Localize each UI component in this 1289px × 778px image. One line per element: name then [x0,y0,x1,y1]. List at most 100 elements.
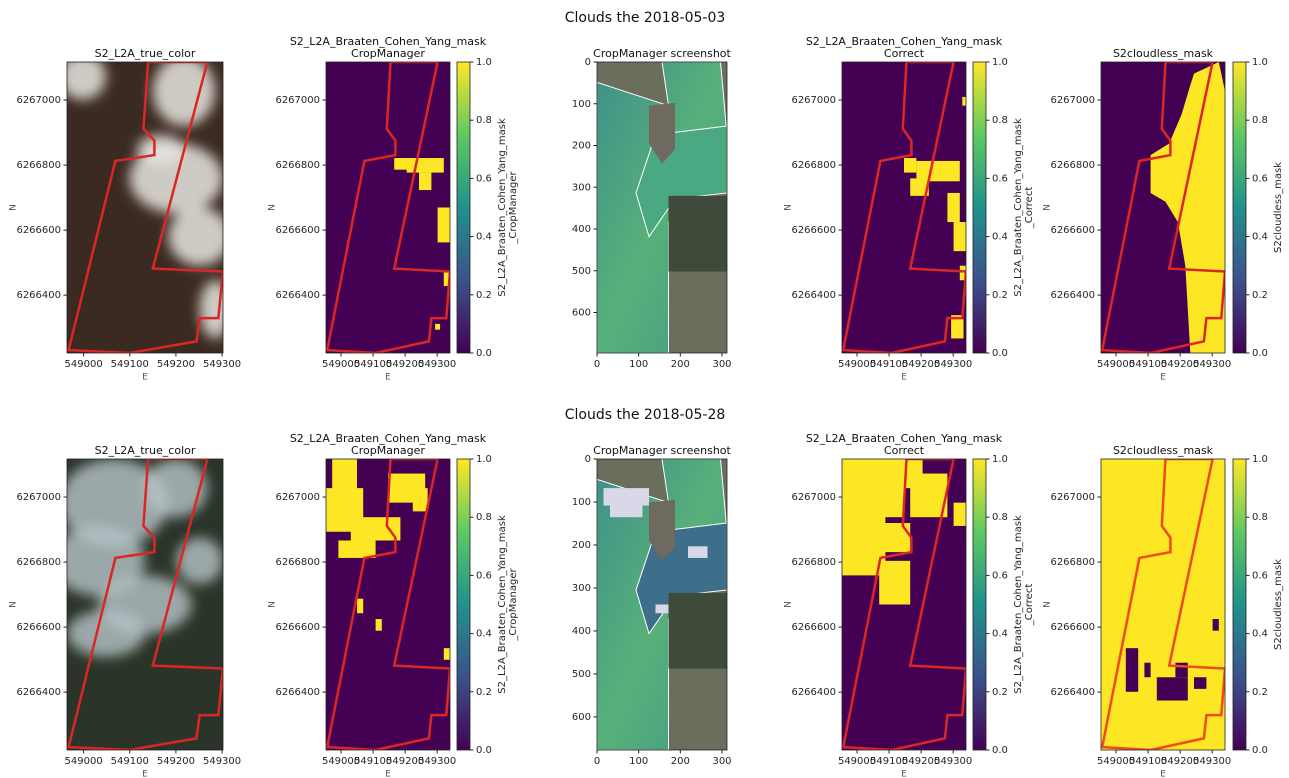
y-tick-label: 6267000 [275,95,320,106]
axes-frame [1100,458,1226,751]
colorbar-tick-label: 0.8 [992,512,1008,523]
x-axis-label: E [142,373,148,383]
colorbar-tick-label: 0.0 [476,745,492,756]
colorbar-tick-label: 0.6 [1252,173,1268,184]
colorbar-tick-label: 0.0 [992,348,1008,359]
mask-patch [435,323,441,330]
mask-patch [953,502,966,526]
cloud [145,459,208,518]
x-tick-label: 200 [671,359,690,370]
x-tick-label: 549000 [838,359,876,370]
y-tick-label: 6267000 [1050,95,1095,106]
mask-patch [437,207,450,243]
y-tick-label: 400 [572,224,591,235]
y-tick-label: 300 [572,182,591,193]
y-tick-label: 6266400 [1050,687,1095,698]
panel: 0 100 200 300 0 100 200 300 400 500 600 CropManager… [572,47,732,370]
colorbar-tick-label: 0.4 [1252,629,1268,640]
axes-frame [596,458,728,751]
image [597,459,727,750]
x-tick-label: 100 [629,756,648,767]
mask-patch [688,546,708,558]
colorbar-tick-label: 1.0 [992,454,1008,465]
y-tick-label: 6267000 [791,492,836,503]
panel: 5490005491005492005493006266400626660062… [784,35,1036,383]
x-tick-label: 549200 [902,359,940,370]
colorbar [456,61,471,354]
mask-patch [916,160,960,182]
y-tick-label: 6266600 [791,225,836,236]
y-tick-label: 6266800 [16,557,61,568]
mask-patch [394,158,410,170]
colorbar-tick-label: 0.2 [992,290,1008,301]
panel-title: S2cloudless_mask [1113,47,1214,60]
field-boundary [326,62,450,353]
x-tick-label: 100 [629,359,648,370]
colorbar-tick-label: 1.0 [1252,57,1268,68]
panel: 5490005491005492005493006266400626660062… [1043,47,1285,383]
image [326,62,450,353]
colorbar-tick-label: 1.0 [476,57,492,68]
y-tick-label: 6266800 [1050,557,1095,568]
colorbar-tick-label: 0.8 [1252,512,1268,523]
x-tick-label: 200 [671,756,690,767]
colorbar-label: S2cloudless_mask [1273,162,1284,253]
colorbar-label: S2_L2A_Braaten_Cohen_Yang_mask [1013,118,1024,297]
y-tick-label: 6266800 [791,557,836,568]
colorbar-tick-label: 0.8 [992,115,1008,126]
y-tick-label: 6266600 [275,225,320,236]
colorbar-label: S2cloudless_mask [1273,559,1284,650]
y-tick-label: 200 [572,141,591,152]
row-title: Clouds the 2018-05-03 [565,10,726,26]
colorbar-tick-label: 0.4 [476,232,492,243]
y-tick-label: 600 [572,712,591,723]
x-tick-label: 549100 [1129,359,1167,370]
field-boundary [1101,62,1225,353]
colorbar-label: S2_L2A_Braaten_Cohen_Yang_mask [497,118,508,297]
x-tick-label: 549300 [418,359,456,370]
colorbar-tick-label: 0.6 [992,173,1008,184]
image [1101,62,1225,353]
y-tick-label: 600 [572,308,591,319]
x-axis-label: E [901,373,907,383]
y-axis-label: N [268,204,278,211]
x-tick-label: 549200 [386,359,424,370]
mask-patch [357,598,364,614]
y-tick-label: 300 [572,583,591,594]
mask-patch [1125,648,1139,692]
mask-patch [910,473,948,518]
x-tick-label: 0 [594,359,600,370]
axes-frame [66,61,224,354]
cloud [199,280,223,339]
mask-patch [338,540,376,558]
y-tick-label: 6267000 [791,95,836,106]
x-tick-label: 549200 [386,756,424,767]
colorbar-tick-label: 0.2 [992,687,1008,698]
colorbar-tick-label: 0.8 [1252,115,1268,126]
y-tick-label: 6266600 [16,225,61,236]
mask-patch [962,96,966,106]
y-tick-label: 100 [572,99,591,110]
panel-title: S2_L2A_true_color [95,47,196,60]
colorbar [972,61,987,354]
panel: 5490005491005492005493006266400626660062… [268,35,520,383]
panel-title: S2cloudless_mask [1113,444,1214,457]
colorbar-tick-label: 0.0 [476,348,492,359]
y-tick-label: 6266800 [1050,160,1095,171]
colorbar-label: _Correct [1024,584,1035,627]
farmyard [649,102,675,164]
image [67,62,223,353]
x-tick-label: 549000 [838,756,876,767]
x-tick-label: 549300 [1193,756,1231,767]
colorbar-tick-label: 0.0 [1252,348,1268,359]
field-boundary [67,459,223,750]
y-axis-label: N [9,601,19,608]
panel-title: CropManager [351,444,425,457]
colorbar-label: _CropManager [508,171,519,245]
colorbar-label: S2_L2A_Braaten_Cohen_Yang_mask [1013,515,1024,694]
panel-title: CropManager screenshot [593,444,731,457]
colorbar [1232,61,1247,354]
colorbar [456,458,471,751]
